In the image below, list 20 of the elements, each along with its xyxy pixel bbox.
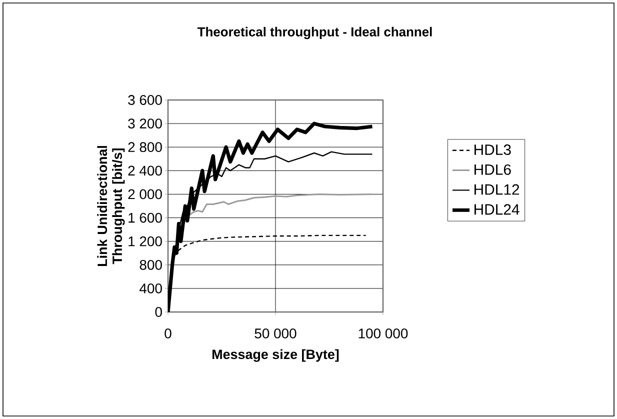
y-tick-label: 2 400 [128, 166, 162, 176]
y-tick-label: 0 [155, 307, 162, 317]
y-tick-label: 3 600 [128, 95, 162, 105]
y-tick-label: 3 200 [128, 118, 162, 128]
x-tick-label: 0 [164, 328, 172, 338]
y-tick-label: 2 000 [128, 189, 162, 200]
x-axis-title: Message size [Byte] [212, 349, 339, 362]
x-tick-label: 50 000 [254, 328, 296, 338]
chart-title: Theoretical throughput - Ideal channel [197, 26, 432, 40]
legend-label: HDL24 [474, 204, 520, 215]
y-tick-label: 800 [140, 260, 162, 270]
y-tick-label: 1 200 [128, 236, 162, 246]
legend-label: HDL12 [474, 184, 520, 195]
legend-label: HDL6 [474, 164, 511, 175]
legend-label: HDL3 [474, 144, 511, 155]
x-tick-label: 100 000 [358, 328, 408, 338]
y-tick-label: 2 800 [128, 142, 162, 152]
y-tick-label: 400 [140, 283, 162, 294]
y-tick-label: 1 600 [128, 212, 162, 223]
y-axis-title: Link Unidirectional Throughput [bit/s] [97, 146, 125, 266]
